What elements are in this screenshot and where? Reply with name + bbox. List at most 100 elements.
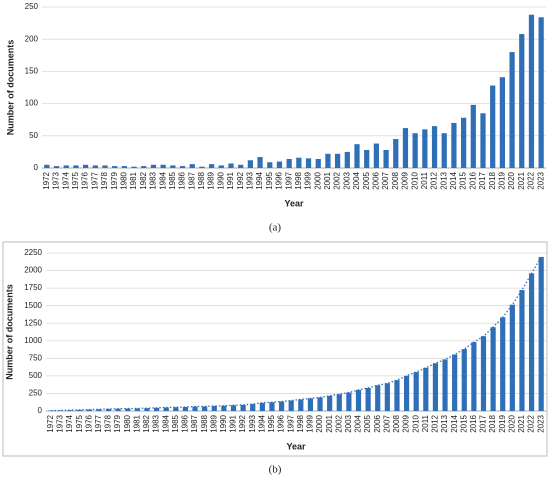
bar	[307, 398, 314, 411]
x-tick-label: 2006	[373, 414, 382, 432]
bar	[102, 165, 108, 168]
bar	[218, 165, 224, 168]
y-tick-label: 2000	[24, 266, 42, 275]
y-tick-label: 200	[25, 34, 39, 43]
bar	[112, 166, 118, 168]
bar	[121, 166, 128, 168]
bar	[296, 157, 302, 168]
x-tick-label: 1986	[181, 414, 190, 432]
bar	[257, 157, 263, 168]
bar	[490, 85, 496, 168]
x-tick-label: 2004	[354, 414, 363, 432]
bar	[422, 129, 428, 168]
x-tick-label: 2009	[402, 414, 411, 432]
bar	[470, 104, 476, 168]
x-tick-label: 2022	[527, 171, 536, 189]
x-tick-label: 2020	[507, 171, 516, 189]
bar	[115, 408, 121, 411]
bar	[519, 34, 525, 168]
bar	[394, 380, 400, 411]
x-tick-label: 1972	[46, 414, 55, 432]
bar	[346, 392, 352, 411]
x-tick-label: 1972	[42, 171, 51, 189]
x-tick-label: 1997	[286, 414, 295, 432]
bar	[57, 410, 64, 411]
bar	[82, 164, 89, 168]
x-tick-label: 2005	[363, 414, 372, 432]
x-tick-label: 2019	[498, 414, 507, 432]
y-tick-label: 1250	[24, 318, 42, 327]
bar	[499, 77, 506, 168]
bar	[355, 389, 362, 411]
bar	[500, 317, 506, 411]
bar	[519, 290, 525, 411]
bar	[192, 406, 198, 411]
bar	[298, 399, 304, 411]
bar	[480, 336, 487, 411]
x-tick-label: 2005	[362, 171, 371, 189]
x-tick-label: 2012	[430, 171, 439, 189]
bar	[247, 160, 254, 168]
bar	[92, 165, 98, 168]
x-tick-label: 1974	[61, 171, 70, 189]
x-tick-label: 1994	[255, 171, 264, 189]
x-tick-label: 2002	[333, 171, 342, 189]
bar	[365, 387, 371, 411]
x-tick-label: 1992	[236, 171, 245, 189]
bar	[432, 363, 439, 411]
bar	[170, 165, 176, 168]
bar	[471, 342, 477, 411]
x-tick-label: 1989	[207, 171, 216, 189]
bar	[315, 158, 321, 168]
y-tick-label: 0	[34, 163, 39, 172]
x-axis-label: Year	[286, 441, 306, 451]
bar	[189, 164, 195, 168]
x-tick-label: 2013	[439, 171, 448, 189]
x-tick-label: 1998	[294, 171, 303, 189]
x-tick-label: 1975	[75, 414, 84, 432]
x-tick-label: 2010	[411, 414, 420, 432]
x-tick-label: 1977	[90, 171, 99, 189]
bar	[134, 408, 140, 411]
x-tick-label: 1974	[65, 414, 74, 432]
x-tick-label: 1985	[168, 171, 177, 189]
x-tick-label: 1976	[81, 171, 90, 189]
bar	[53, 166, 60, 168]
bar	[221, 405, 227, 411]
bar	[528, 273, 535, 411]
bar	[269, 402, 275, 411]
x-tick-label: 1994	[257, 414, 266, 432]
x-tick-label: 1981	[129, 171, 138, 189]
x-tick-label: 2018	[488, 171, 497, 189]
bar	[173, 407, 179, 411]
bar	[276, 161, 283, 168]
bar	[383, 149, 389, 168]
x-tick-label: 2011	[420, 171, 429, 189]
x-tick-label: 2023	[536, 171, 545, 189]
bar	[412, 133, 418, 168]
y-tick-label: 250	[25, 2, 39, 11]
bar	[153, 407, 160, 411]
bar	[240, 404, 246, 411]
bar	[67, 410, 73, 411]
x-tick-label: 2001	[323, 171, 332, 189]
bar	[442, 359, 448, 411]
bar	[364, 149, 370, 168]
bar	[230, 405, 237, 411]
bar	[286, 158, 292, 168]
x-tick-label: 1982	[142, 414, 151, 432]
bar	[480, 113, 486, 168]
bar	[509, 304, 515, 411]
x-tick-label: 1999	[304, 171, 313, 189]
x-tick-label: 1999	[306, 414, 315, 432]
bar	[288, 400, 294, 411]
x-tick-label: 2020	[507, 414, 516, 432]
bar	[278, 401, 285, 411]
x-tick-label: 2003	[342, 171, 351, 189]
x-tick-label: 2010	[410, 171, 419, 189]
x-tick-label: 1987	[187, 171, 196, 189]
x-tick-label: 2018	[488, 414, 497, 432]
y-tick-label: 500	[29, 371, 43, 380]
x-tick-label: 1995	[267, 414, 276, 432]
